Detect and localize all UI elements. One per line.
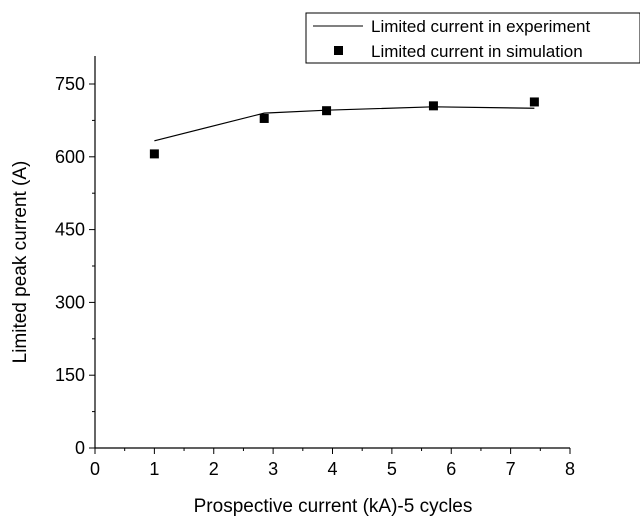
y-tick-label: 0	[75, 438, 85, 458]
data-point-simulation	[322, 106, 332, 116]
x-tick-label: 4	[327, 459, 337, 479]
y-axis: 0 150 300 450 600 750 Limited peak current (A…	[10, 56, 96, 458]
series-line-experiment	[154, 106, 535, 142]
x-tick-label: 6	[446, 459, 456, 479]
x-tick-label: 3	[268, 459, 278, 479]
data-point-simulation	[149, 149, 159, 159]
y-tick-label: 300	[55, 292, 85, 312]
x-axis: 0 1 2 3 4 5 6 7 8 Prospective current (kA)-5 cyc…	[90, 447, 575, 517]
y-tick-label: 150	[55, 365, 85, 385]
legend-label-simulation: Limited current in simulation	[371, 42, 583, 61]
data-point-simulation	[428, 101, 438, 111]
x-tick-label: 0	[90, 459, 100, 479]
legend-label-experiment: Limited current in experiment	[371, 17, 590, 36]
y-axis-label: Limited peak current (A)	[10, 161, 31, 364]
legend: Limited current in experiment Limited cu…	[305, 12, 640, 64]
x-ticks: 0 1 2 3 4 5 6 7 8	[90, 448, 575, 479]
legend-box	[305, 12, 640, 64]
y-tick-label: 600	[55, 147, 85, 167]
x-tick-label: 5	[387, 459, 397, 479]
y-tick-label: 450	[55, 220, 85, 240]
x-tick-label: 8	[565, 459, 575, 479]
y-ticks: 0 150 300 450 600 750	[55, 74, 95, 458]
legend-square-marker	[334, 46, 343, 55]
y-tick-label: 750	[55, 74, 85, 94]
x-tick-label: 2	[209, 459, 219, 479]
x-axis-label: Prospective current (kA)-5 cycles	[194, 496, 473, 517]
x-tick-label: 7	[506, 459, 516, 479]
plot-area	[149, 97, 539, 159]
x-tick-label: 1	[149, 459, 159, 479]
data-point-simulation	[259, 113, 269, 123]
data-point-simulation	[529, 97, 539, 107]
